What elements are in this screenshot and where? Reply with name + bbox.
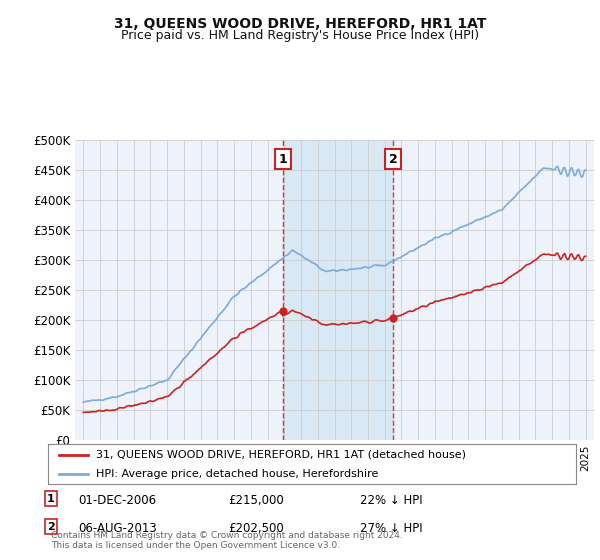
Text: HPI: Average price, detached house, Herefordshire: HPI: Average price, detached house, Here… [95,469,378,479]
Text: 31, QUEENS WOOD DRIVE, HEREFORD, HR1 1AT: 31, QUEENS WOOD DRIVE, HEREFORD, HR1 1AT [114,17,486,31]
Text: 22% ↓ HPI: 22% ↓ HPI [360,494,422,507]
Text: 31, QUEENS WOOD DRIVE, HEREFORD, HR1 1AT (detached house): 31, QUEENS WOOD DRIVE, HEREFORD, HR1 1AT… [95,450,466,460]
Text: 27% ↓ HPI: 27% ↓ HPI [360,522,422,535]
Text: 06-AUG-2013: 06-AUG-2013 [78,522,157,535]
Text: 1: 1 [47,494,55,504]
Text: £215,000: £215,000 [228,494,284,507]
Text: £202,500: £202,500 [228,522,284,535]
Text: Contains HM Land Registry data © Crown copyright and database right 2024.
This d: Contains HM Land Registry data © Crown c… [51,530,403,550]
Text: 1: 1 [278,153,287,166]
Text: 2: 2 [389,153,397,166]
Text: Price paid vs. HM Land Registry's House Price Index (HPI): Price paid vs. HM Land Registry's House … [121,29,479,42]
Text: 01-DEC-2006: 01-DEC-2006 [78,494,156,507]
Bar [283,140,393,440]
Text: 2: 2 [47,522,55,532]
